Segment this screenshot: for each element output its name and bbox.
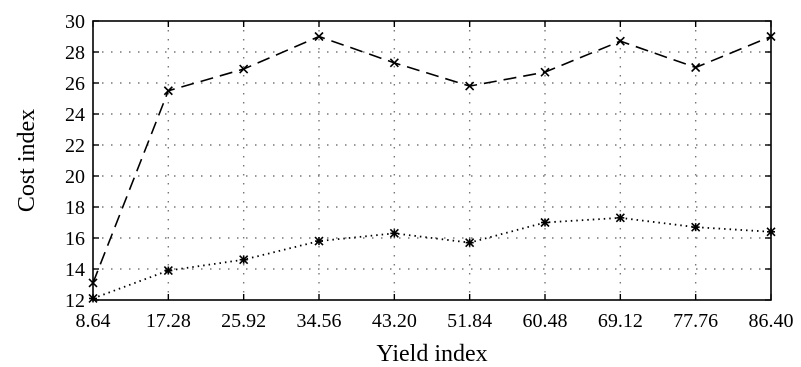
data-point <box>615 213 625 223</box>
data-point <box>239 255 249 265</box>
data-point <box>691 222 701 232</box>
series-1 <box>88 31 776 288</box>
data-point <box>540 217 550 228</box>
data-point <box>691 62 701 73</box>
data-point <box>766 31 776 42</box>
x-tick-label: 60.48 <box>523 310 568 332</box>
series-group <box>88 31 776 304</box>
y-tick-label: 28 <box>65 42 85 64</box>
data-point <box>239 64 249 74</box>
y-tick-label: 14 <box>65 259 85 281</box>
y-axis-tick-labels: 12 14 16 18 20 22 24 26 28 30 <box>65 11 85 312</box>
y-tick-label: 18 <box>65 197 85 219</box>
x-tick-label: 17.28 <box>146 310 191 332</box>
data-point <box>163 86 173 96</box>
data-point <box>465 81 475 91</box>
axis-ticks <box>92 20 772 301</box>
y-tick-label: 20 <box>65 166 85 188</box>
y-tick-label: 24 <box>65 104 85 126</box>
data-point <box>163 265 173 276</box>
y-tick-label: 30 <box>65 11 85 33</box>
x-tick-label: 25.92 <box>221 310 266 332</box>
data-point <box>88 278 98 288</box>
y-tick-label: 22 <box>65 135 85 157</box>
data-point <box>314 31 324 42</box>
series-2-line <box>92 216 772 300</box>
y-tick-label: 16 <box>65 228 85 250</box>
x-axis-title: Yield index <box>376 341 487 367</box>
data-point <box>389 58 399 68</box>
x-axis-tick-labels: 8.64 17.28 25.92 34.56 43.20 51.84 60.48 69.12 7… <box>76 310 794 332</box>
series-2 <box>88 213 776 304</box>
data-point <box>766 227 776 237</box>
x-tick-label: 77.76 <box>673 310 718 332</box>
data-point <box>389 228 399 238</box>
x-tick-label: 34.56 <box>297 310 342 332</box>
data-point <box>615 36 625 46</box>
y-tick-label: 26 <box>65 73 85 95</box>
data-point <box>465 238 475 248</box>
x-tick-label: 43.20 <box>372 310 417 332</box>
x-tick-label: 69.12 <box>598 310 643 332</box>
x-tick-label: 8.64 <box>76 310 111 332</box>
data-point <box>88 293 98 304</box>
y-tick-label: 12 <box>65 290 85 312</box>
series-1-line <box>92 35 772 284</box>
y-axis-title: Cost index <box>14 109 40 212</box>
x-tick-label: 51.84 <box>447 310 492 332</box>
grid <box>93 21 771 300</box>
x-tick-label: 86.40 <box>749 310 794 332</box>
plot-area-frame <box>92 20 772 301</box>
data-point <box>540 67 550 77</box>
data-point <box>314 236 324 246</box>
